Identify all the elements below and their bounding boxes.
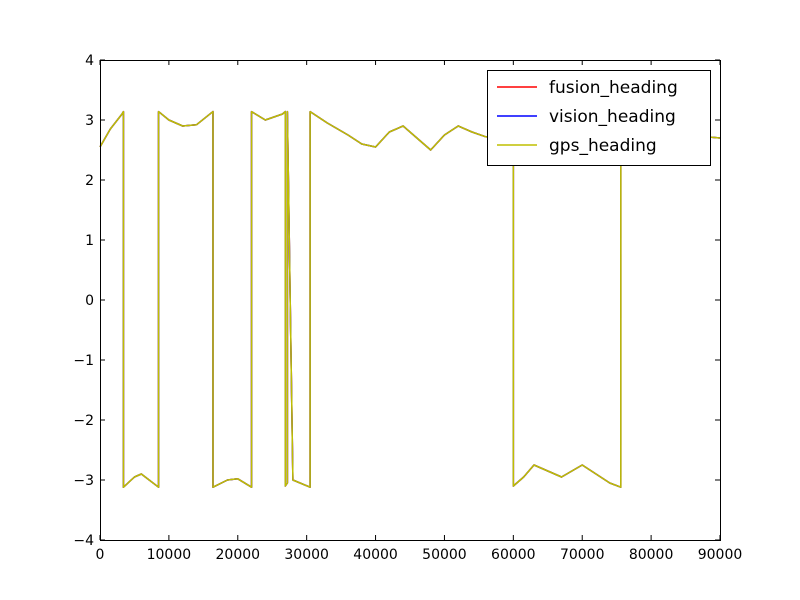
y-tick-label: 3 — [85, 113, 94, 129]
x-tick-label: 10000 — [147, 547, 192, 563]
x-tick-label: 80000 — [629, 547, 674, 563]
y-tick-label: −2 — [73, 413, 94, 429]
y-tick-label: 2 — [85, 173, 94, 189]
y-tick-label: 4 — [85, 53, 94, 69]
x-tick-label: 70000 — [560, 547, 605, 563]
x-tick-label: 50000 — [422, 547, 467, 563]
legend-label-fusion_heading: fusion_heading — [549, 78, 678, 98]
y-tick-label: 0 — [85, 293, 94, 309]
legend-label-vision_heading: vision_heading — [549, 107, 676, 127]
y-tick-label: −1 — [73, 353, 94, 369]
legend-label-gps_heading: gps_heading — [549, 136, 657, 156]
y-tick-label: −4 — [73, 533, 94, 549]
legend: fusion_heading vision_heading gps_heading — [487, 70, 711, 166]
series-line-fusion_heading — [99, 110, 721, 488]
series-line-vision_heading — [99, 110, 721, 488]
x-tick-label: 40000 — [353, 547, 398, 563]
x-tick-label: 0 — [96, 547, 105, 563]
series-layer — [99, 110, 721, 488]
x-tick-label: 60000 — [491, 547, 536, 563]
x-tick-label: 20000 — [216, 547, 261, 563]
y-tick-label: −3 — [73, 473, 94, 489]
y-tick-label: 1 — [85, 233, 94, 249]
ticks-layer: 0 10000 20000 30000 40000 50000 60000 70000 8000… — [73, 53, 742, 563]
x-tick-label: 30000 — [284, 547, 329, 563]
series-line-gps_heading — [99, 110, 721, 488]
x-tick-label: 90000 — [698, 547, 743, 563]
